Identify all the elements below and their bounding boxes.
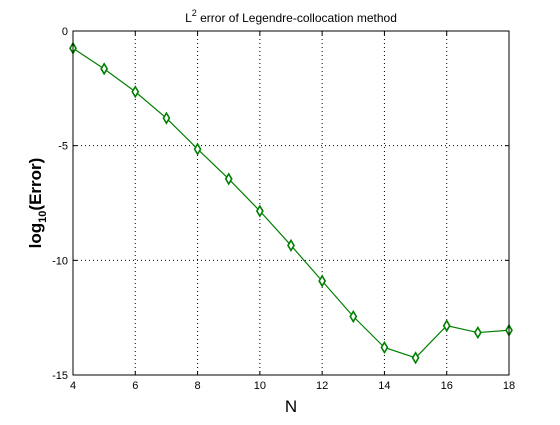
x-tick-label: 10 [254,380,266,392]
data-point-marker [380,340,389,355]
series-layer [69,41,513,365]
x-tick-label: 4 [70,380,76,392]
x-tick-label: 14 [378,380,390,392]
ticks: 4 6 8 10 12 14 16 18 0 -5 -10 -15 [52,26,515,392]
x-tick-label: 18 [503,380,515,392]
x-tick-label: 8 [195,380,201,392]
data-point-marker [349,309,358,324]
x-tick-label: 12 [316,380,328,392]
data-point-marker [318,274,327,288]
data-point-marker [411,351,420,365]
data-point-marker [193,142,202,156]
data-point-marker [255,204,264,218]
data-point-marker [100,62,109,76]
data-point-marker [442,319,451,333]
y-tick-label: -15 [52,370,68,382]
chart-title: L2 error of Legendre-collocation method [185,8,397,25]
x-tick-label: 16 [441,380,453,392]
data-point-marker [287,238,295,252]
plot-area [73,31,509,375]
grid-lines [73,31,509,375]
data-point-marker [473,326,482,340]
plot-frame [72,30,510,376]
y-tick-label: -5 [58,141,68,153]
x-tick-label: 6 [132,380,138,392]
title-superscript: 2 [192,8,197,18]
data-point-marker [131,85,140,99]
data-point-marker [224,172,233,186]
y-axis-label: log10(Error) [26,158,49,249]
y-label-suffix: (Error) [26,158,45,211]
title-suffix: error of Legendre-collocation method [197,11,397,25]
y-tick-label: 0 [62,26,68,38]
y-tick-label: -10 [52,255,68,267]
data-point-marker [162,111,171,125]
y-label-subscript: 10 [37,211,49,223]
x-axis-label: N [285,397,297,416]
